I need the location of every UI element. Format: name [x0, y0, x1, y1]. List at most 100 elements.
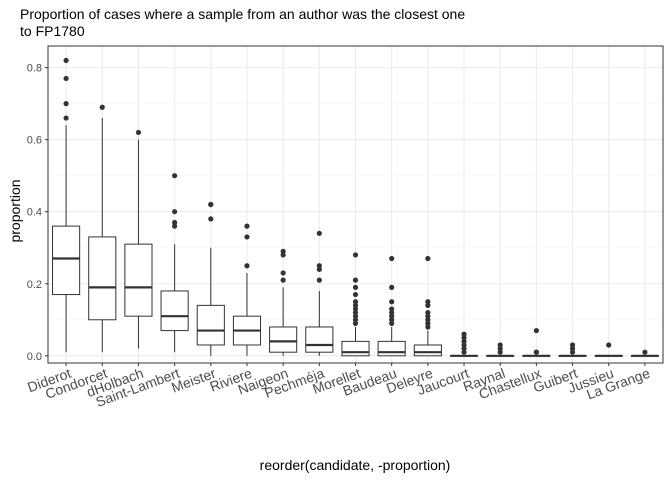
outlier-point — [316, 230, 322, 236]
box-iqr — [52, 225, 81, 296]
outlier-point — [642, 349, 648, 355]
outlier-point — [352, 302, 359, 308]
outlier-point — [461, 342, 467, 348]
outlier-point — [461, 335, 467, 341]
outlier-point — [280, 252, 286, 258]
boxplot-11 — [449, 331, 479, 357]
y-tick-label: 0.8 — [27, 63, 42, 75]
boxplot-10 — [413, 255, 442, 357]
box-iqr — [341, 340, 370, 357]
outlier-point — [425, 302, 431, 308]
outlier-point — [244, 263, 250, 269]
boxplot-5 — [232, 223, 262, 356]
outlier-point — [316, 263, 322, 269]
outlier-point — [389, 299, 395, 305]
outlier-point — [63, 115, 69, 121]
box-iqr — [88, 236, 117, 321]
outlier-point — [497, 345, 503, 352]
boxplot-0 — [52, 57, 81, 353]
box-iqr — [124, 243, 153, 317]
x-axis-title: reorder(candidate, -proportion) — [260, 457, 451, 473]
outlier-point — [280, 270, 286, 276]
outlier-point — [99, 104, 105, 110]
box-iqr — [413, 344, 442, 357]
outlier-point — [569, 349, 576, 355]
outlier-point — [316, 277, 322, 283]
boxplot-6 — [269, 248, 298, 356]
box-iqr — [196, 304, 225, 346]
outlier-point — [352, 313, 359, 319]
outlier-point — [569, 342, 576, 348]
x-axis: DiderotCondorcetdHolbachSaint-LambertMei… — [25, 363, 652, 410]
outlier-point — [280, 277, 286, 283]
outlier-point — [461, 349, 467, 355]
chart-title-line-2: to FP1780 — [20, 23, 85, 39]
outlier-point — [389, 284, 395, 290]
outlier-point — [352, 284, 359, 290]
outlier-point — [172, 209, 178, 215]
outlier-point — [172, 223, 178, 229]
box-iqr — [269, 326, 298, 353]
outlier-point — [244, 234, 250, 240]
outlier-point — [389, 306, 395, 312]
chart-title-line-1: Proportion of cases where a sample from … — [20, 6, 465, 22]
outlier-point — [280, 248, 286, 254]
outlier-point — [63, 57, 69, 64]
outlier-point — [172, 173, 178, 179]
outlier-point — [389, 255, 395, 262]
boxplot-1 — [88, 104, 117, 353]
outlier-point — [352, 317, 359, 323]
outlier-point — [352, 299, 359, 305]
boxplot-16 — [630, 349, 659, 357]
boxplot-4 — [196, 201, 225, 356]
outlier-point — [63, 101, 69, 107]
boxplot-14 — [558, 342, 587, 357]
outlier-point — [425, 255, 431, 262]
outlier-point — [389, 313, 395, 319]
outlier-point — [497, 349, 503, 355]
boxplots — [52, 57, 659, 357]
outlier-point — [425, 324, 431, 330]
y-tick-label: 0.6 — [27, 135, 42, 147]
boxplot-12 — [486, 342, 515, 357]
outlier-point — [316, 266, 322, 272]
boxplot-2 — [124, 129, 153, 349]
outlier-point — [172, 219, 178, 226]
outlier-point — [135, 129, 142, 136]
outlier-point — [425, 313, 431, 319]
outlier-point — [389, 320, 395, 326]
boxplot-9 — [377, 255, 406, 357]
outlier-point — [497, 342, 503, 348]
outlier-point — [244, 223, 250, 229]
outlier-point — [389, 309, 395, 316]
outlier-point — [461, 331, 467, 337]
y-tick-label: 0.4 — [27, 207, 42, 219]
outlier-point — [352, 309, 359, 316]
outlier-point — [425, 320, 431, 326]
box-iqr — [305, 326, 334, 353]
outlier-point — [425, 309, 431, 316]
boxplot-13 — [522, 327, 551, 357]
outlier-point — [569, 345, 576, 352]
boxplot-7 — [305, 230, 334, 356]
box-iqr — [160, 290, 189, 332]
outlier-point — [352, 277, 359, 283]
boxplot-8 — [341, 252, 370, 357]
plot-panel — [47, 45, 664, 364]
y-tick-label: 0.2 — [27, 279, 42, 291]
y-axis-title: proportion — [7, 179, 23, 242]
outlier-point — [533, 327, 539, 334]
box-iqr — [377, 340, 406, 357]
outlier-point — [461, 345, 467, 352]
outlier-point — [208, 216, 214, 222]
outlier-point — [425, 317, 431, 323]
outlier-point — [352, 320, 359, 326]
outlier-point — [352, 291, 359, 298]
y-tick-label: 0.0 — [27, 351, 42, 363]
outlier-point — [606, 342, 612, 348]
outlier-point — [352, 252, 359, 258]
outlier-point — [352, 306, 359, 312]
outlier-point — [533, 349, 539, 355]
outlier-point — [208, 201, 214, 208]
